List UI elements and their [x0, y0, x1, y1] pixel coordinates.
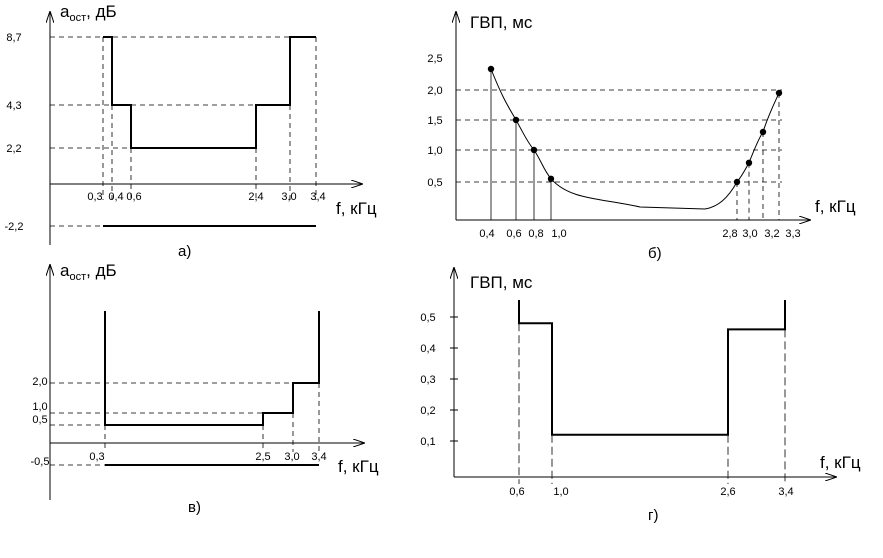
panel-b-y-tick: 1,5 — [427, 115, 442, 127]
panel-b-points — [487, 65, 783, 186]
panel-a-caption: а) — [178, 243, 191, 260]
panel-a-x-tick: 2,4 — [248, 191, 263, 203]
panel-d-y-tick: 0,5 — [420, 312, 435, 324]
panel-c-y-tick: 1,0 — [32, 401, 47, 413]
panel-b-x-ticks: 0,4 0,6 0,8 1,0 2,8 3,0 3,2 3,3 — [479, 228, 800, 240]
panel-a-y-tick: 2,2 — [6, 143, 21, 155]
panel-d-y-tick: 0,1 — [420, 436, 435, 448]
panel-b-y-tick: 2,0 — [427, 85, 442, 97]
panel-d-caption: г) — [648, 507, 658, 524]
panel-c-x-tick: 3,4 — [311, 451, 326, 463]
panel-c-y-ticks: 2,0 1,00,5 -0,5 — [31, 376, 50, 468]
panel-d-y-tick: 0,2 — [420, 405, 435, 417]
panel-b-x-tick: 0,8 — [528, 228, 543, 240]
panel-a: aост, дБ f, кГц а) 0,3 0,4 0,6 2,4 3,0 3,4 8,… — [5, 2, 377, 260]
panel-c-guides — [50, 382, 320, 466]
panel-b-y-tick: 2,5 — [427, 53, 442, 65]
panel-b-data-point — [530, 146, 538, 154]
panel-b-y-ticks: 2,5 2,0 1,5 1,0 0,5 — [427, 53, 442, 189]
panel-c-attenuation-curve — [104, 311, 320, 426]
panel-a-y-ticks: 8,7 4,3 2,2 -2,2 — [5, 32, 24, 233]
panel-b-x-tick: 2,8 — [722, 228, 737, 240]
panel-a-x-tick: 0,6 — [126, 191, 141, 203]
panel-b-data-point — [512, 116, 520, 124]
panel-b-delay-curve — [490, 68, 780, 210]
panel-a-y-tick: 8,7 — [6, 32, 21, 44]
panel-b-data-point — [775, 89, 783, 97]
panel-d-y-tick: 0,3 — [420, 374, 435, 386]
panel-b-x-tick: 1,0 — [551, 228, 566, 240]
panel-b-data-point — [759, 128, 767, 136]
panel-b-x-tick: 0,4 — [479, 228, 494, 240]
panel-c-ylabel: aост, дБ — [60, 261, 117, 283]
panel-b-x-tick: 0,6 — [506, 228, 521, 240]
panel-c-y-tick: 0,5 — [32, 414, 47, 426]
panel-d-xlabel: f, кГц — [820, 453, 861, 472]
panel-a-ylabel: aост, дБ — [60, 2, 117, 24]
panel-c-x-tick: 2,5 — [255, 451, 270, 463]
panel-c-x-tick: 0,3 — [89, 451, 104, 463]
panel-c-caption: в) — [188, 499, 201, 516]
panel-a-attenuation-curve — [103, 36, 316, 149]
panel-a-y-tick: -2,2 — [5, 221, 24, 233]
panel-b-x-tick: 3,2 — [764, 228, 779, 240]
panel-b: ГВП, мс f, кГц б) 0,4 0,6 0,8 1,0 2,8 3,0 3,2 3… — [427, 12, 856, 262]
panel-c-y-tick: 2,0 — [32, 376, 47, 388]
panel-a-x-tick: 3,4 — [310, 191, 325, 203]
panel-d-x-tick: 1,0 — [553, 486, 568, 498]
panel-d-x-tick: 3,4 — [778, 486, 793, 498]
panel-b-xlabel: f, кГц — [815, 197, 856, 216]
panel-c-xlabel: f, кГц — [338, 457, 379, 476]
panel-b-y-tick: 1,0 — [427, 145, 442, 157]
panel-d-x-tick: 2,6 — [720, 486, 735, 498]
panel-a-x-tick: 3,0 — [281, 191, 296, 203]
panel-d-x-ticks: 0,6 1,0 2,6 3,4 — [509, 486, 793, 498]
panel-b-x-tick: 3,3 — [785, 228, 800, 240]
panel-d-ylabel: ГВП, мс — [470, 273, 533, 292]
panel-c: aост, дБ f, кГц в) 0,3 2,5 3,0 3,4 2,01,00,… — [31, 261, 379, 516]
panel-a-x-ticks: 0,3 0,4 0,6 2,4 3,0 3,4 — [87, 191, 325, 203]
panel-b-ylabel: ГВП, мс — [470, 13, 533, 32]
panel-a-x-tick: 0,3 — [87, 191, 102, 203]
panel-b-y-tick: 0,5 — [427, 177, 442, 189]
panel-d: ГВП, мс f, кГц г) 0,6 1,0 2,6 3,4 0,5 0,4 0,3… — [420, 268, 861, 524]
panel-b-verticals — [490, 69, 552, 220]
panel-b-data-point — [547, 175, 555, 182]
panel-b-data-point — [733, 178, 741, 186]
panel-d-guides — [518, 323, 786, 484]
panel-a-y-tick: 4,3 — [6, 100, 21, 112]
panel-a-x-tick: 0,4 — [108, 191, 123, 203]
panel-c-x-ticks: 0,3 2,5 3,0 3,4 — [89, 451, 326, 463]
panel-b-x-tick: 3,0 — [742, 228, 757, 240]
panel-d-delay-curve — [518, 300, 786, 436]
panel-b-data-point — [487, 65, 495, 73]
panel-c-x-tick: 3,0 — [284, 451, 299, 463]
panel-a-xlabel: f, кГц — [336, 199, 377, 218]
panel-b-guides — [456, 89, 782, 220]
panel-b-data-point — [745, 159, 753, 166]
panel-d-y-ticks: 0,5 0,4 0,3 0,2 0,1 — [420, 312, 458, 448]
panel-c-y-tick: -0,5 — [31, 456, 50, 468]
panel-d-x-tick: 0,6 — [509, 486, 524, 498]
panel-d-y-tick: 0,4 — [420, 343, 435, 355]
panel-b-caption: б) — [648, 245, 662, 262]
